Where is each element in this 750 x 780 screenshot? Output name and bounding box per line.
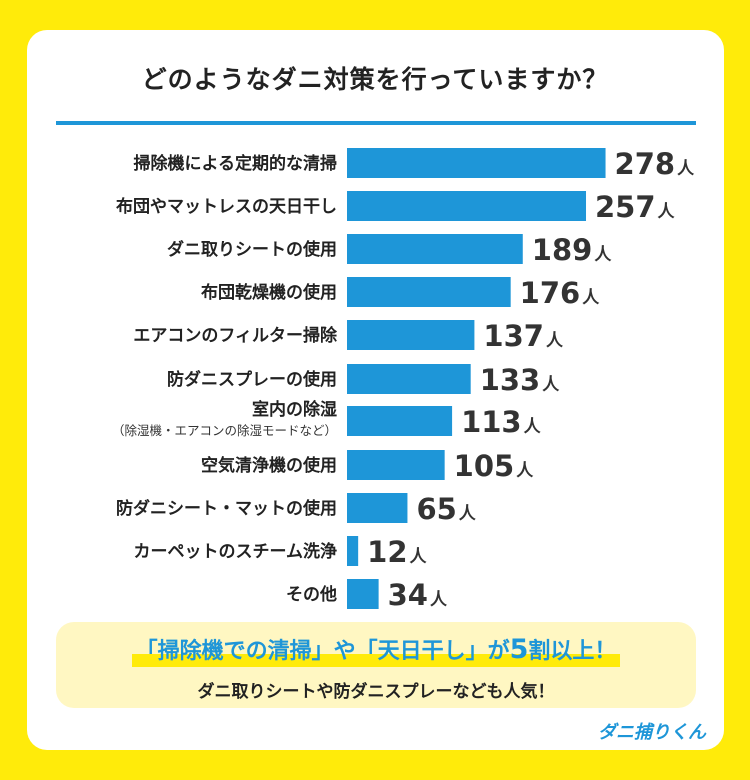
brand-logo: ダニ捕りくん <box>598 722 706 743</box>
highlight-pre: 「掃除機での清掃」や「天日干し」が <box>135 639 510 664</box>
category-label-8: 防ダニシート・マットの使用 <box>116 498 337 519</box>
bar-6 <box>347 406 453 436</box>
summary-subtext: ダニ取りシートや防ダニスプレーなども人気！ <box>197 682 555 702</box>
value-unit-7: 人 <box>516 461 534 481</box>
category-label-7: 空気清浄機の使用 <box>201 455 337 476</box>
value-unit-3: 人 <box>582 288 600 308</box>
value-unit-8: 人 <box>459 504 477 524</box>
value-label-10: 34 人 <box>388 578 448 612</box>
value-label-3: 176 人 <box>520 276 601 310</box>
chart-title: どのようなダニ対策を行っていますか？ <box>141 65 609 94</box>
category-sublabel-6: （除湿機・エアコンの除湿モードなど） <box>112 423 337 438</box>
highlight-number: 5 <box>509 634 529 665</box>
category-label-6: 室内の除湿 <box>252 399 337 420</box>
highlight-post: 割以上！ <box>528 639 617 664</box>
value-unit-2: 人 <box>594 245 612 265</box>
bar-5 <box>347 364 471 394</box>
value-label-2: 189 人 <box>532 233 613 267</box>
category-label-0: 掃除機による定期的な清掃 <box>134 153 338 174</box>
value-unit-0: 人 <box>677 159 695 179</box>
value-unit-4: 人 <box>546 331 564 351</box>
bar-1 <box>347 191 587 221</box>
value-unit-1: 人 <box>658 202 676 222</box>
value-unit-10: 人 <box>430 590 448 610</box>
bar-8 <box>347 493 408 523</box>
value-label-6: 113 人 <box>461 405 542 439</box>
bar-3 <box>347 277 511 307</box>
category-label-2: ダニ取りシートの使用 <box>167 239 337 260</box>
bar-4 <box>347 320 475 350</box>
value-label-9: 12 人 <box>367 535 427 569</box>
bar-9 <box>347 536 359 566</box>
value-unit-6: 人 <box>524 417 542 437</box>
bar-7 <box>347 450 445 480</box>
category-label-5: 防ダニスプレーの使用 <box>167 369 337 390</box>
value-label-0: 278 人 <box>615 147 696 181</box>
category-label-1: 布団やマットレスの天日干し <box>116 196 337 217</box>
value-label-4: 137 人 <box>483 319 564 353</box>
value-label-1: 257 人 <box>595 190 676 224</box>
summary-highlight: 「掃除機での清掃」や「天日干し」が5割以上！ <box>131 634 621 667</box>
category-label-3: 布団乾燥機の使用 <box>201 282 337 303</box>
title-divider <box>56 121 696 125</box>
category-label-9: カーペットのスチーム洗浄 <box>134 541 338 562</box>
bar-0 <box>347 148 606 178</box>
bar-2 <box>347 234 523 264</box>
bar-10 <box>347 579 379 609</box>
category-label-10: その他 <box>286 584 337 605</box>
value-label-7: 105 人 <box>454 449 535 483</box>
value-label-5: 133 人 <box>480 363 561 397</box>
category-label-4: エアコンのフィルター掃除 <box>133 325 338 346</box>
value-label-8: 65 人 <box>416 492 476 526</box>
value-unit-5: 人 <box>542 375 560 395</box>
summary-box: 「掃除機での清掃」や「天日干し」が5割以上！ ダニ取りシートや防ダニスプレーなど… <box>56 622 696 708</box>
value-unit-9: 人 <box>410 547 428 567</box>
